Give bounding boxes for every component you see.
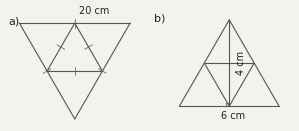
Text: a): a) [8, 16, 19, 26]
Text: 6 cm: 6 cm [221, 111, 245, 121]
Text: 20 cm: 20 cm [79, 6, 109, 16]
Text: 4 cm: 4 cm [236, 51, 246, 75]
Text: b): b) [155, 14, 166, 24]
